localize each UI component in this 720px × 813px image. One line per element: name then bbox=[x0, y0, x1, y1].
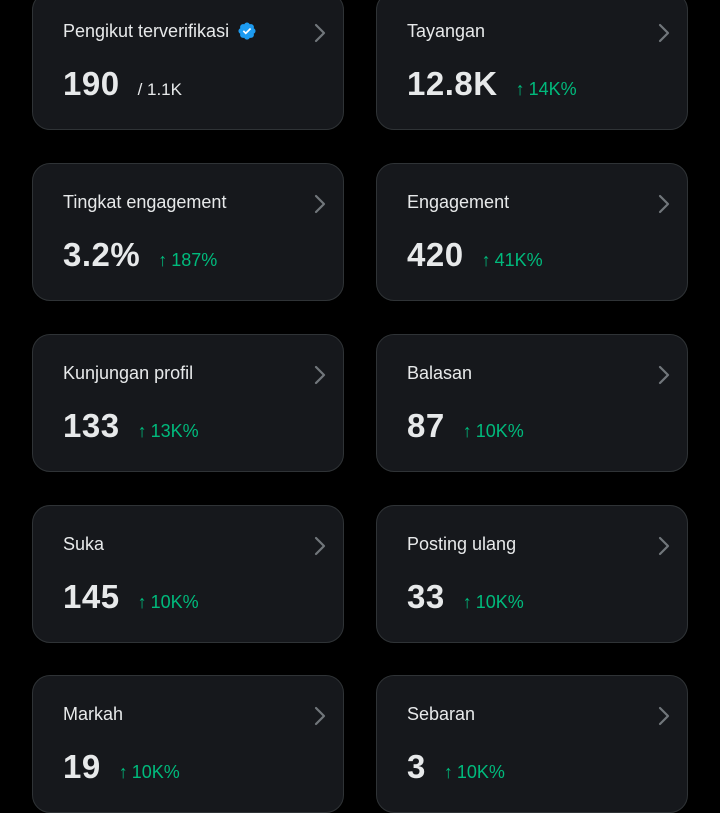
card-change-value: 10K% bbox=[131, 762, 180, 782]
card-engagement-rate[interactable]: Tingkat engagement 3.2% ↑ 187% bbox=[32, 163, 344, 301]
card-title-row: Suka bbox=[63, 530, 104, 558]
chevron-right-icon bbox=[658, 536, 670, 556]
card-change: ↑ 10K% bbox=[444, 762, 505, 783]
card-change-value: 41K% bbox=[494, 250, 543, 270]
card-value-row: 3 ↑ 10K% bbox=[407, 748, 505, 786]
card-change: ↑ 187% bbox=[158, 250, 217, 271]
card-change: ↑ 41K% bbox=[482, 250, 543, 271]
card-title-row: Sebaran bbox=[407, 700, 475, 728]
card-value: 3.2% bbox=[63, 236, 141, 273]
card-change-value: 13K% bbox=[150, 421, 199, 441]
card-change-value: 10K% bbox=[150, 592, 199, 612]
card-title-row: Kunjungan profil bbox=[63, 359, 193, 387]
card-value-row: 145 ↑ 10K% bbox=[63, 578, 199, 616]
card-change: ↑ 10K% bbox=[119, 762, 180, 783]
card-title: Pengikut terverifikasi bbox=[63, 21, 230, 41]
card-value-row: 33 ↑ 10K% bbox=[407, 578, 524, 616]
card-change-value: 187% bbox=[171, 250, 218, 270]
card-title-row: Tayangan bbox=[407, 17, 485, 45]
card-value-row: 420 ↑ 41K% bbox=[407, 236, 543, 274]
card-value: 145 bbox=[63, 578, 120, 615]
card-change-value: 14K% bbox=[528, 79, 577, 99]
card-title: Suka bbox=[63, 534, 105, 554]
arrow-up-icon: ↑ bbox=[481, 250, 491, 270]
card-title-row: Pengikut terverifikasi bbox=[63, 17, 257, 45]
chevron-right-icon bbox=[314, 365, 326, 385]
card-value-row: 19 ↑ 10K% bbox=[63, 748, 180, 786]
verified-badge-icon bbox=[238, 22, 256, 40]
arrow-up-icon: ↑ bbox=[137, 421, 147, 441]
card-title-row: Tingkat engagement bbox=[63, 188, 226, 216]
card-reposts[interactable]: Posting ulang 33 ↑ 10K% bbox=[376, 505, 688, 643]
card-value-row: 133 ↑ 13K% bbox=[63, 407, 199, 445]
arrow-up-icon: ↑ bbox=[118, 762, 128, 782]
card-title-row: Markah bbox=[63, 700, 123, 728]
card-title: Balasan bbox=[407, 363, 473, 383]
card-value: 133 bbox=[63, 407, 120, 444]
card-change-value: 10K% bbox=[475, 592, 524, 612]
card-value: 87 bbox=[407, 407, 445, 444]
chevron-right-icon bbox=[314, 23, 326, 43]
chevron-right-icon bbox=[658, 194, 670, 214]
chevron-right-icon bbox=[314, 194, 326, 214]
card-value: 420 bbox=[407, 236, 464, 273]
card-change: ↑ 10K% bbox=[138, 592, 199, 613]
arrow-up-icon: ↑ bbox=[158, 250, 168, 270]
arrow-up-icon: ↑ bbox=[443, 762, 453, 782]
card-impressions[interactable]: Tayangan 12.8K ↑ 14K% bbox=[376, 0, 688, 130]
card-change: ↑ 14K% bbox=[516, 79, 577, 100]
card-value-row: 190 / 1.1K bbox=[63, 65, 182, 103]
card-change: ↑ 10K% bbox=[463, 421, 524, 442]
card-title: Tayangan bbox=[407, 21, 486, 41]
chevron-right-icon bbox=[658, 23, 670, 43]
card-change-value: 10K% bbox=[456, 762, 505, 782]
card-title-row: Balasan bbox=[407, 359, 472, 387]
card-title: Tingkat engagement bbox=[63, 192, 227, 212]
card-value-row: 3.2% ↑ 187% bbox=[63, 236, 217, 274]
chevron-right-icon bbox=[314, 706, 326, 726]
card-replies[interactable]: Balasan 87 ↑ 10K% bbox=[376, 334, 688, 472]
card-value: 3 bbox=[407, 748, 426, 785]
card-verified-followers[interactable]: Pengikut terverifikasi 190 / 1.1K bbox=[32, 0, 344, 130]
card-likes[interactable]: Suka 145 ↑ 10K% bbox=[32, 505, 344, 643]
arrow-up-icon: ↑ bbox=[462, 592, 472, 612]
card-engagement[interactable]: Engagement 420 ↑ 41K% bbox=[376, 163, 688, 301]
card-value: 19 bbox=[63, 748, 101, 785]
card-title: Engagement bbox=[407, 192, 510, 212]
card-title-row: Engagement bbox=[407, 188, 509, 216]
card-value-row: 87 ↑ 10K% bbox=[407, 407, 524, 445]
card-change: ↑ 10K% bbox=[463, 592, 524, 613]
card-value: 190 bbox=[63, 65, 120, 102]
card-title: Kunjungan profil bbox=[63, 363, 194, 383]
card-total: / 1.1K bbox=[137, 80, 182, 99]
chevron-right-icon bbox=[658, 706, 670, 726]
arrow-up-icon: ↑ bbox=[137, 592, 147, 612]
card-title: Sebaran bbox=[407, 704, 476, 724]
chevron-right-icon bbox=[658, 365, 670, 385]
card-title-row: Posting ulang bbox=[407, 530, 516, 558]
card-value: 12.8K bbox=[407, 65, 498, 102]
card-value-row: 12.8K ↑ 14K% bbox=[407, 65, 577, 103]
card-bookmarks[interactable]: Markah 19 ↑ 10K% bbox=[32, 675, 344, 813]
card-profile-visits[interactable]: Kunjungan profil 133 ↑ 13K% bbox=[32, 334, 344, 472]
arrow-up-icon: ↑ bbox=[462, 421, 472, 441]
card-title: Posting ulang bbox=[407, 534, 517, 554]
card-change-value: 10K% bbox=[475, 421, 524, 441]
chevron-right-icon bbox=[314, 536, 326, 556]
card-title: Markah bbox=[63, 704, 124, 724]
card-change: ↑ 13K% bbox=[138, 421, 199, 442]
card-shares[interactable]: Sebaran 3 ↑ 10K% bbox=[376, 675, 688, 813]
arrow-up-icon: ↑ bbox=[515, 79, 525, 99]
card-value: 33 bbox=[407, 578, 445, 615]
